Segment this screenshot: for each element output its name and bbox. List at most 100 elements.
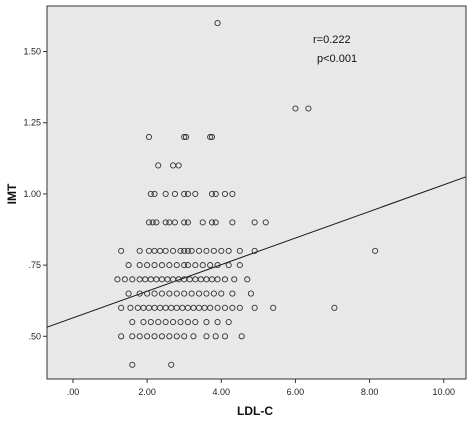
x-tick-label: .00 xyxy=(67,387,80,397)
data-point xyxy=(125,262,132,269)
data-point xyxy=(225,319,232,326)
data-point xyxy=(195,290,203,297)
data-point xyxy=(155,319,162,326)
correlation-annotation: r=0.222 xyxy=(313,34,351,46)
data-point xyxy=(247,290,254,297)
data-point xyxy=(166,333,173,340)
data-point xyxy=(221,276,229,283)
data-point xyxy=(182,133,190,141)
data-point xyxy=(166,290,173,297)
data-point xyxy=(192,319,199,326)
data-point xyxy=(177,247,184,254)
data-point xyxy=(203,333,210,340)
data-point xyxy=(151,290,158,297)
data-point xyxy=(171,219,178,226)
data-point xyxy=(195,247,203,254)
data-point xyxy=(214,276,221,283)
data-point xyxy=(181,247,188,254)
data-point xyxy=(199,219,206,226)
data-point xyxy=(158,333,165,340)
x-tick-label: 6.00 xyxy=(287,387,305,397)
data-point xyxy=(188,290,195,297)
data-point xyxy=(181,133,188,141)
data-point xyxy=(181,262,188,269)
data-point xyxy=(149,219,156,226)
data-point xyxy=(238,333,245,340)
data-point xyxy=(184,247,191,254)
data-point xyxy=(292,105,299,112)
data-point xyxy=(199,262,206,269)
regression-fit-line xyxy=(46,176,467,328)
data-point xyxy=(214,20,221,27)
data-point xyxy=(129,276,136,283)
data-point xyxy=(181,219,188,226)
data-point xyxy=(251,247,258,254)
data-point xyxy=(166,262,173,269)
data-point xyxy=(236,262,243,269)
y-tick-label: 1.00 xyxy=(23,189,41,199)
data-point xyxy=(236,304,243,311)
data-point xyxy=(118,304,125,311)
x-tick-label: 10.00 xyxy=(432,387,455,397)
data-point xyxy=(155,162,162,169)
data-point xyxy=(177,319,184,326)
data-point xyxy=(225,262,232,269)
data-point xyxy=(192,190,199,197)
data-point xyxy=(158,262,165,269)
data-point xyxy=(144,262,151,269)
data-point xyxy=(331,304,338,311)
y-tick-label: 1.50 xyxy=(23,47,41,57)
y-tick-label: .50 xyxy=(28,331,41,341)
data-point xyxy=(181,290,188,297)
data-point xyxy=(168,361,175,368)
data-point xyxy=(210,290,217,297)
plot-background xyxy=(46,5,467,380)
data-point xyxy=(129,333,136,340)
data-point xyxy=(203,247,210,254)
data-point xyxy=(221,333,229,340)
data-point xyxy=(129,319,136,326)
data-point xyxy=(203,319,210,326)
data-point xyxy=(162,319,169,326)
data-point xyxy=(207,304,214,311)
y-axis: .50 .75 1.00 1.25 1.50 xyxy=(23,47,47,341)
data-point xyxy=(251,219,258,226)
data-point xyxy=(190,333,197,340)
data-point xyxy=(212,333,219,340)
data-point xyxy=(129,361,136,368)
data-point xyxy=(162,190,169,197)
data-point xyxy=(162,219,169,226)
data-point xyxy=(127,304,134,311)
y-tick-label: .75 xyxy=(28,260,41,270)
data-point xyxy=(181,190,188,197)
data-point xyxy=(262,219,269,226)
data-point xyxy=(212,219,219,226)
data-point xyxy=(147,319,154,326)
data-point xyxy=(151,333,158,340)
data-point xyxy=(207,262,214,269)
data-point xyxy=(184,219,191,226)
data-point xyxy=(210,247,217,254)
data-point xyxy=(229,219,236,226)
data-point xyxy=(214,319,221,326)
data-point xyxy=(218,290,225,297)
data-point xyxy=(181,333,188,340)
data-point xyxy=(229,304,236,311)
data-point xyxy=(231,276,238,283)
x-axis: .00 2.00 4.00 6.00 8.00 10.00 xyxy=(67,379,455,397)
data-point xyxy=(171,190,178,197)
data-point xyxy=(305,105,312,112)
y-axis-title: IMT xyxy=(5,183,19,204)
data-point xyxy=(203,290,210,297)
data-point xyxy=(136,333,143,340)
data-point xyxy=(136,290,143,297)
data-point xyxy=(114,276,121,283)
data-point xyxy=(192,262,199,269)
data-point xyxy=(221,304,229,311)
data-point xyxy=(118,247,125,254)
data-point xyxy=(218,247,225,254)
data-point xyxy=(208,190,216,197)
data-point xyxy=(158,290,165,297)
data-point xyxy=(208,133,216,141)
